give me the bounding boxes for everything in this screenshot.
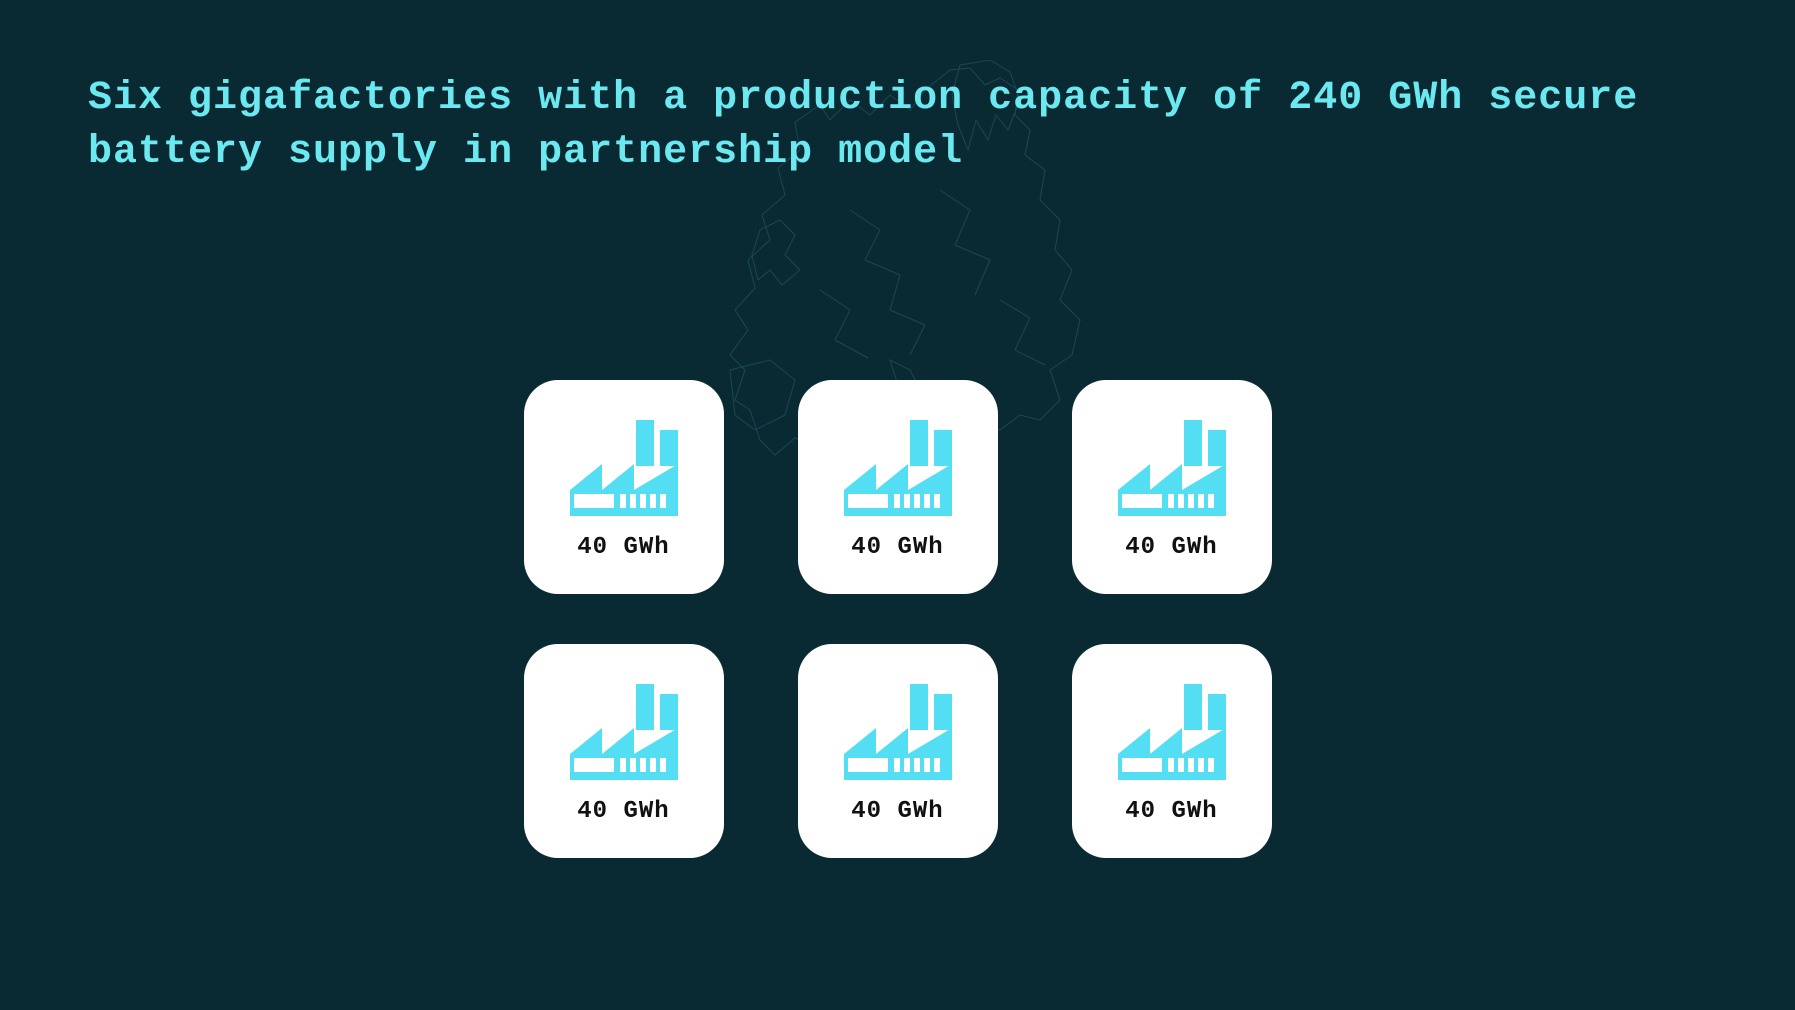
factory-card: 40 GWh: [798, 644, 998, 858]
card-label: 40 GWh: [577, 798, 669, 825]
factory-card: 40 GWh: [524, 380, 724, 594]
card-label: 40 GWh: [577, 534, 669, 561]
card-label: 40 GWh: [851, 534, 943, 561]
factory-icon: [564, 420, 684, 520]
factory-icon: [1112, 420, 1232, 520]
factory-card: 40 GWh: [524, 644, 724, 858]
slide-title: Six gigafactories with a production capa…: [88, 72, 1707, 180]
cards-grid-wrap: 40 GWh 40 GWh: [0, 380, 1795, 858]
factory-icon: [838, 684, 958, 784]
card-label: 40 GWh: [851, 798, 943, 825]
card-label: 40 GWh: [1125, 534, 1217, 561]
factory-icon: [838, 420, 958, 520]
card-label: 40 GWh: [1125, 798, 1217, 825]
factory-card: 40 GWh: [798, 380, 998, 594]
factory-card: 40 GWh: [1072, 644, 1272, 858]
factory-card: 40 GWh: [1072, 380, 1272, 594]
factory-icon: [564, 684, 684, 784]
cards-grid: 40 GWh 40 GWh: [524, 380, 1272, 858]
factory-icon: [1112, 684, 1232, 784]
